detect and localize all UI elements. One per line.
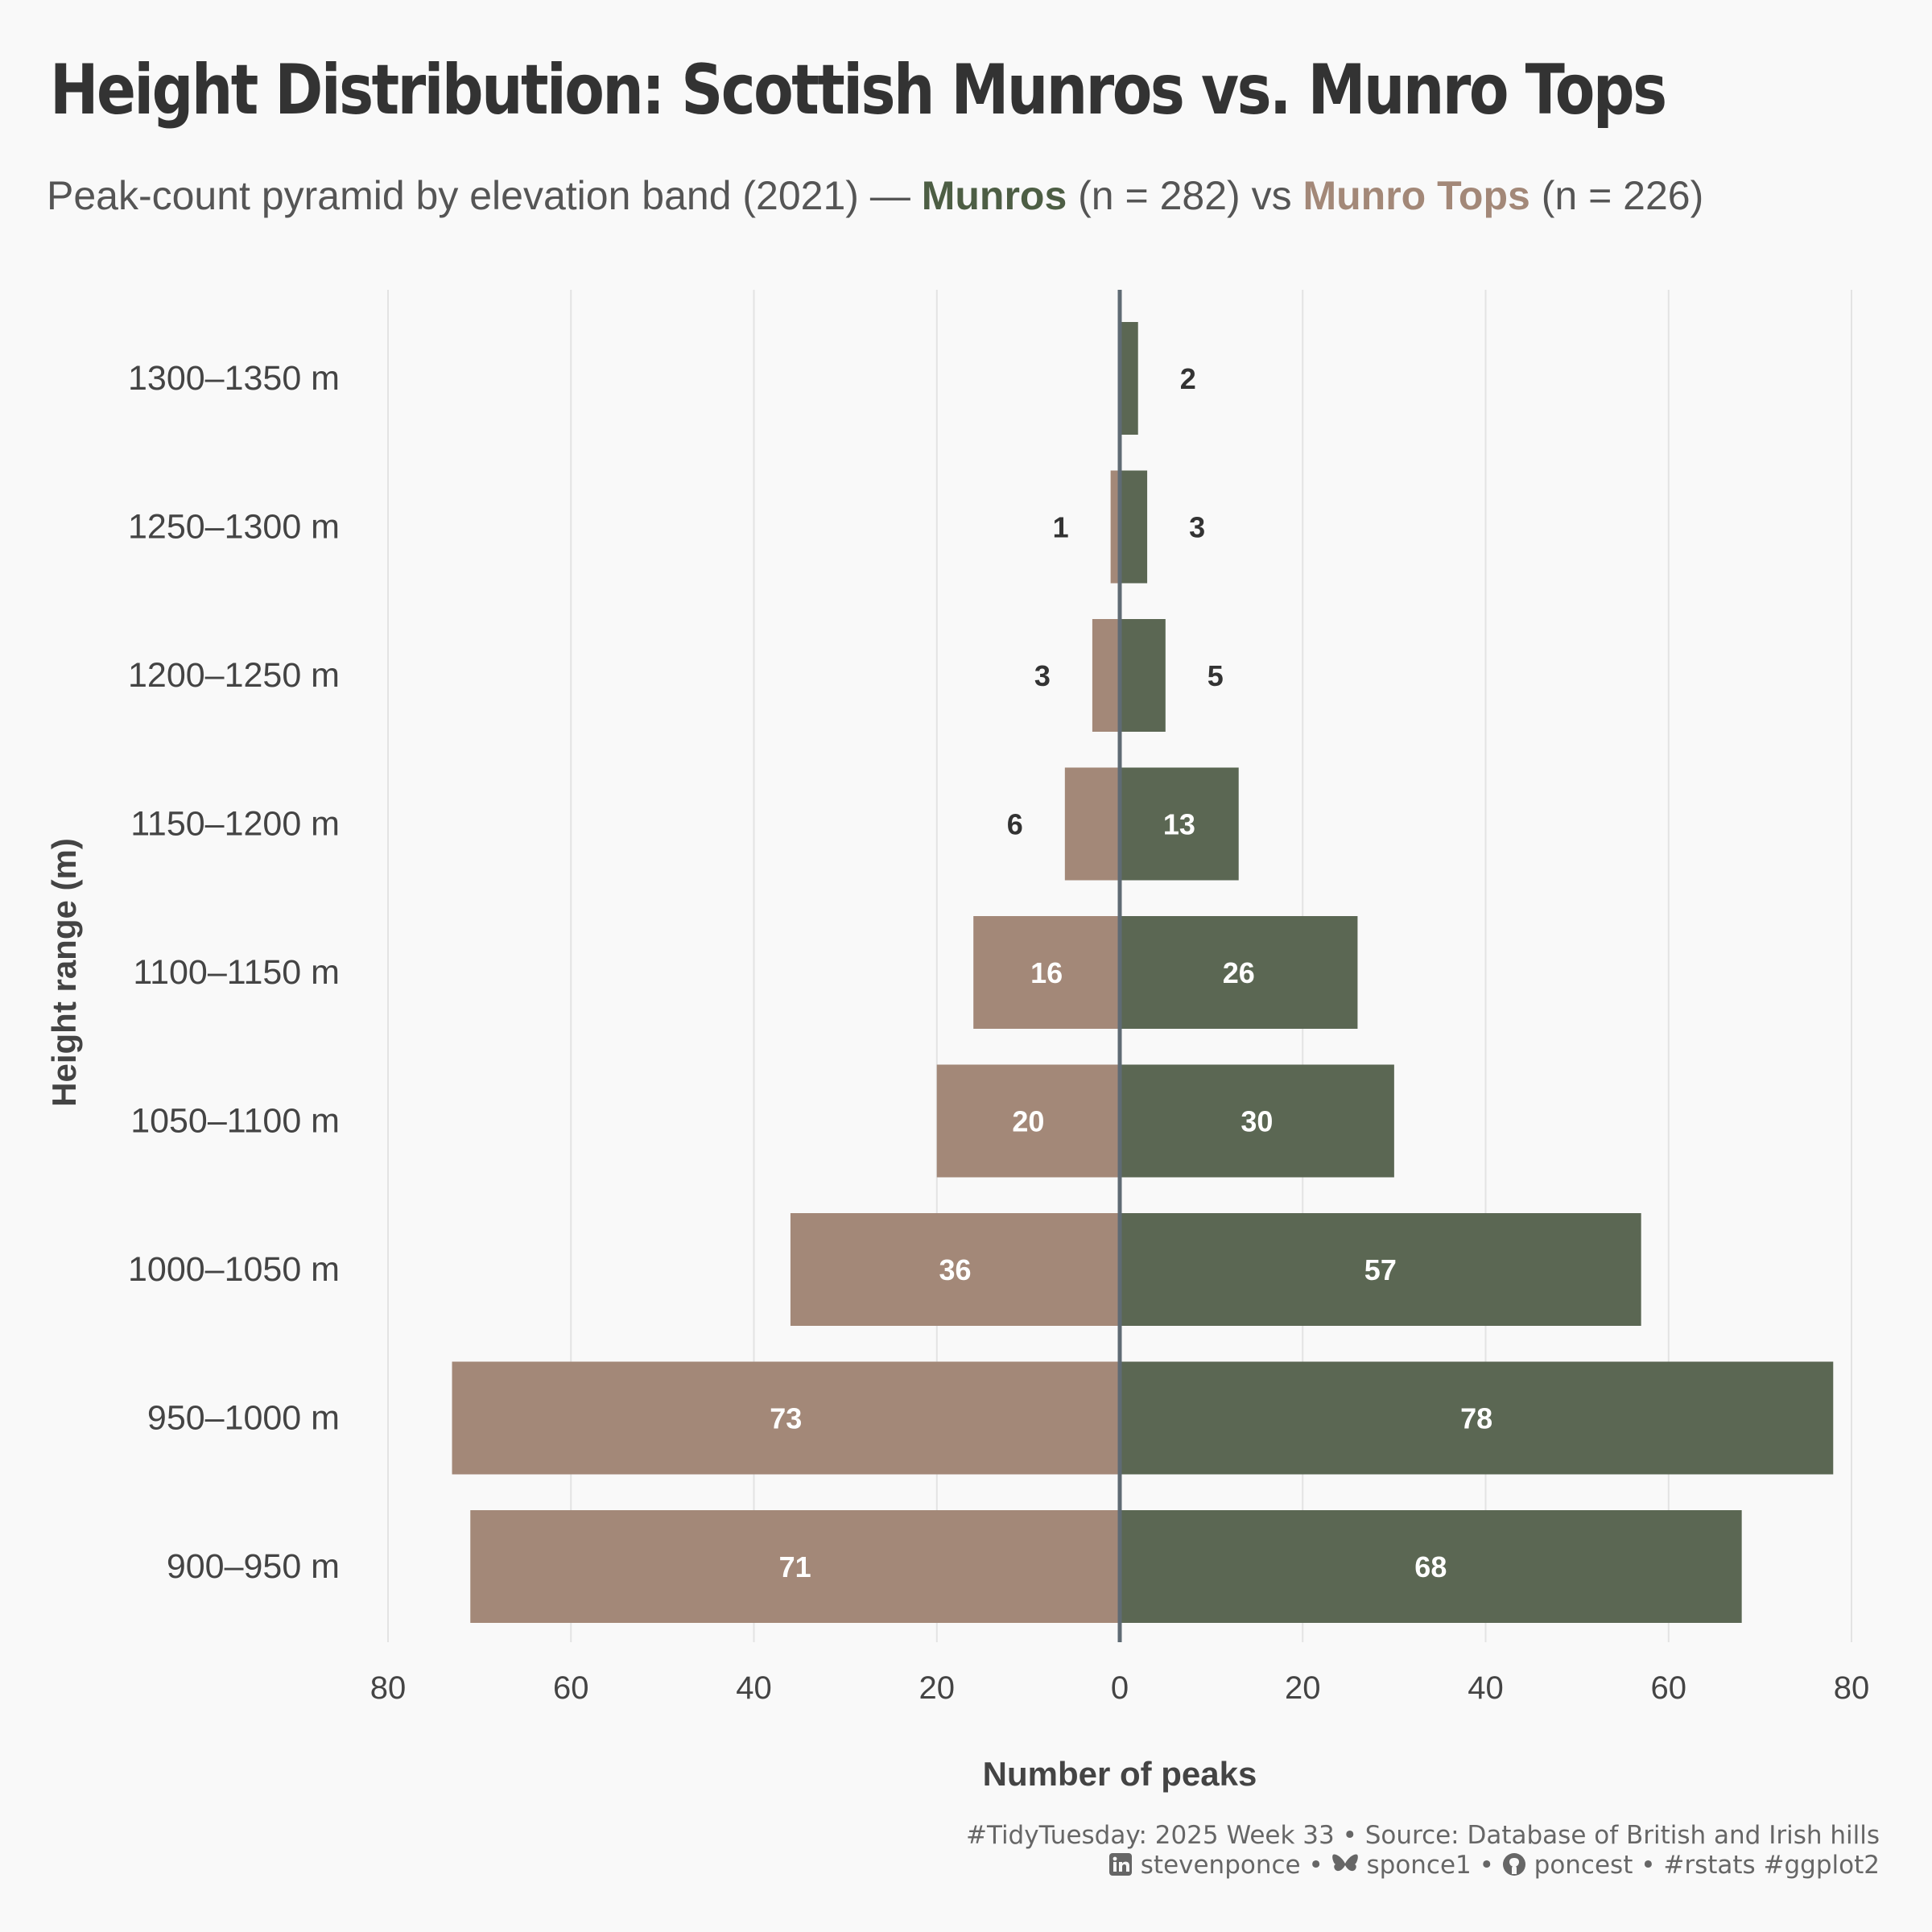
- munro-tops-value-label: 20: [1012, 1105, 1044, 1138]
- y-axis-title: Height range (m): [45, 838, 83, 1107]
- munro-tops-bar: [1092, 619, 1120, 732]
- x-tick-label: 40: [1468, 1670, 1504, 1706]
- caption-source: #TidyTuesday: 2025 Week 33 • Source: Dat…: [965, 1821, 1880, 1850]
- caption: #TidyTuesday: 2025 Week 33 • Source: Dat…: [966, 1821, 1880, 1884]
- munro-tops-value-label: 16: [1030, 956, 1063, 989]
- munro-tops-value-label: 36: [939, 1253, 971, 1286]
- x-tick-label: 40: [736, 1670, 772, 1706]
- munros-value-label: 2: [1180, 362, 1196, 395]
- x-tick-label: 80: [370, 1670, 407, 1706]
- munros-value-label: 78: [1460, 1402, 1492, 1435]
- caption-social: stevenponce • sponce1 • poncest • #rstat…: [966, 1851, 1880, 1884]
- butterfly-icon: [1331, 1852, 1359, 1884]
- chart-subtitle: Peak-count pyramid by elevation band (20…: [47, 172, 1703, 219]
- x-tick-label: 60: [553, 1670, 589, 1706]
- linkedin-handle[interactable]: stevenponce: [1140, 1851, 1301, 1880]
- munro-tops-value-label: 6: [1007, 808, 1023, 841]
- y-tick-label: 1000–1050 m: [128, 1250, 340, 1289]
- github-handle[interactable]: poncest: [1534, 1851, 1633, 1880]
- munros-bar: [1120, 916, 1358, 1029]
- munro-tops-value-label: 1: [1053, 511, 1069, 544]
- munro-tops-bar: [790, 1213, 1120, 1326]
- munros-bar: [1120, 470, 1148, 584]
- munros-value-label: 57: [1364, 1253, 1397, 1286]
- munros-bar: [1120, 767, 1239, 881]
- x-tick-label: 80: [1834, 1670, 1870, 1706]
- munro-tops-bar: [1110, 470, 1120, 584]
- caption-separator: •: [1471, 1851, 1502, 1880]
- munros-value-label: 68: [1414, 1550, 1447, 1583]
- munro-tops-bar: [470, 1510, 1120, 1623]
- munros-value-label: 3: [1189, 511, 1205, 544]
- y-tick-label: 1300–1350 m: [128, 359, 340, 398]
- x-axis-title: Number of peaks: [983, 1755, 1257, 1793]
- y-tick-label: 950–1000 m: [147, 1399, 340, 1438]
- caption-tags: • #rstats #ggplot2: [1633, 1851, 1880, 1880]
- chart-title: Height Distribution: Scottish Munros vs.…: [50, 50, 1667, 130]
- x-tick-label: 20: [919, 1670, 956, 1706]
- munros-value-label: 5: [1208, 659, 1224, 692]
- munro-tops-value-label: 71: [779, 1550, 811, 1583]
- munro-tops-value-label: 73: [770, 1402, 802, 1435]
- y-tick-label: 1250–1300 m: [128, 508, 340, 547]
- y-tick-label: 1100–1150 m: [133, 953, 340, 992]
- munros-bar: [1120, 1510, 1742, 1623]
- munro-tops-bar: [1064, 767, 1120, 881]
- github-icon: [1502, 1852, 1526, 1884]
- subtitle-tops-label: Munro Tops: [1302, 173, 1530, 218]
- subtitle-munros-label: Munros: [921, 173, 1067, 218]
- bluesky-handle[interactable]: sponce1: [1366, 1851, 1472, 1880]
- munros-bar: [1120, 1361, 1834, 1475]
- bars: [452, 322, 1834, 1623]
- munro-tops-bar: [973, 916, 1120, 1029]
- x-tick-label: 20: [1285, 1670, 1321, 1706]
- x-tick-label: 0: [1111, 1670, 1129, 1706]
- axes: 80 60 40 20 0 20 40 60 80 1300–1350 m 1250–1300 m 1…: [128, 290, 1869, 1706]
- y-tick-label: 1050–1100 m: [130, 1102, 340, 1141]
- subtitle-lead: Peak-count pyramid by elevation band (20…: [47, 173, 922, 218]
- munros-bar: [1120, 322, 1138, 435]
- x-tick-label: 60: [1651, 1670, 1687, 1706]
- linkedin-icon: [1108, 1852, 1133, 1884]
- y-tick-label: 1200–1250 m: [128, 656, 340, 695]
- caption-separator: •: [1300, 1851, 1331, 1880]
- munro-tops-value-label: 3: [1034, 659, 1051, 692]
- y-tick-label: 1150–1200 m: [130, 805, 340, 844]
- munros-bar: [1120, 1064, 1394, 1178]
- munro-tops-bar: [936, 1064, 1120, 1178]
- munros-value-label: 13: [1163, 808, 1195, 841]
- subtitle-tops-count: (n = 226): [1530, 173, 1704, 218]
- y-tick-label: 900–950 m: [167, 1547, 340, 1586]
- munros-value-label: 30: [1241, 1105, 1273, 1138]
- munros-bar: [1120, 1213, 1641, 1326]
- subtitle-munros-count: (n = 282) vs: [1067, 173, 1303, 218]
- munros-bar: [1120, 619, 1166, 732]
- munros-value-label: 26: [1223, 956, 1255, 989]
- munro-tops-bar: [452, 1361, 1120, 1475]
